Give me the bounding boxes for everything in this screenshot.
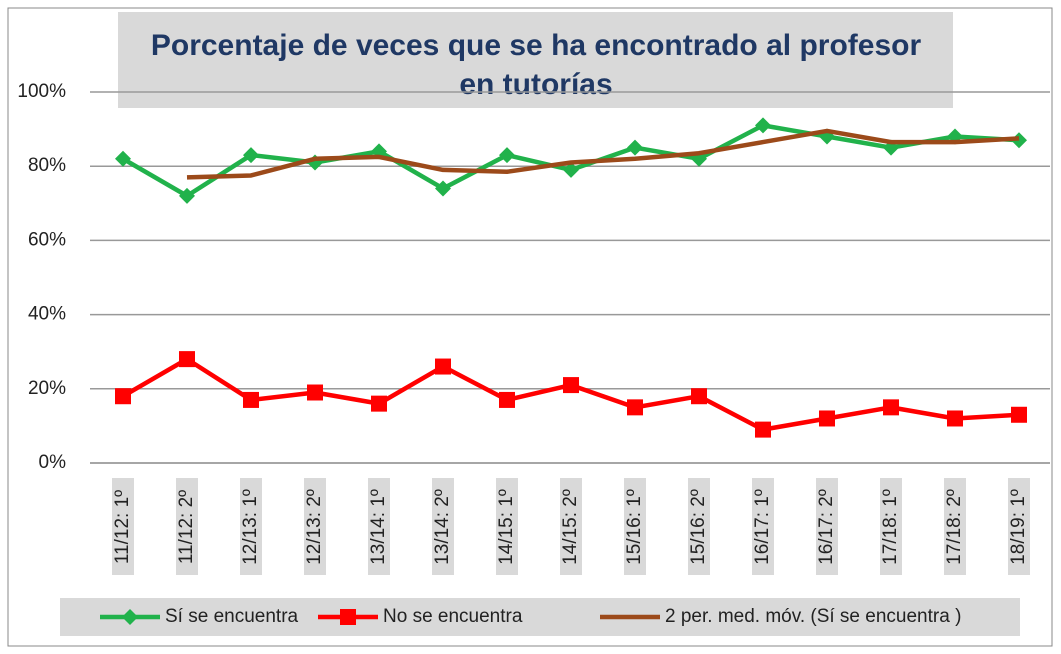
x-label-box xyxy=(880,478,902,575)
point-marker xyxy=(755,117,771,134)
legend-marker xyxy=(340,609,356,625)
point-marker xyxy=(499,147,515,164)
point-marker xyxy=(499,391,515,408)
point-marker xyxy=(307,384,323,401)
point-marker xyxy=(563,377,579,394)
x-tick-label: 17/18: 2º xyxy=(944,489,965,565)
chart-title: en tutorías xyxy=(459,68,612,101)
point-marker xyxy=(435,180,451,197)
y-tick-label: 20% xyxy=(28,378,66,399)
x-tick-label: 14/15: 1º xyxy=(496,489,517,565)
legend-label: No se encuentra xyxy=(383,606,523,627)
y-tick-label: 0% xyxy=(39,452,67,473)
x-label-box xyxy=(752,478,774,575)
point-marker xyxy=(179,351,195,368)
point-marker xyxy=(563,161,579,178)
x-tick-label: 11/12: 1º xyxy=(112,490,133,564)
x-tick-label: 18/19: 1º xyxy=(1008,489,1029,565)
x-label-box xyxy=(432,478,454,575)
x-label-box xyxy=(560,478,582,575)
x-label-box xyxy=(624,478,646,575)
y-tick-label: 100% xyxy=(17,81,66,102)
x-tick-label: 17/18: 1º xyxy=(880,489,901,565)
x-label-box xyxy=(240,478,262,575)
x-tick-label: 13/14: 1º xyxy=(368,489,389,565)
x-tick-label: 15/16: 1º xyxy=(624,489,645,565)
point-marker xyxy=(691,388,707,405)
series-line xyxy=(186,128,1020,180)
point-marker xyxy=(435,358,451,375)
point-marker xyxy=(947,410,963,427)
x-label-box xyxy=(368,478,390,575)
point-marker xyxy=(627,399,643,416)
point-marker xyxy=(627,139,643,156)
legend-label: 2 per. med. móv. (Sí se encuentra ) xyxy=(665,606,961,627)
point-marker xyxy=(819,410,835,427)
point-marker xyxy=(179,187,195,204)
x-tick-label: 12/13: 1º xyxy=(240,489,261,565)
point-marker xyxy=(1011,406,1027,423)
x-label-box xyxy=(1008,478,1030,575)
x-tick-label: 16/17: 1º xyxy=(752,489,773,565)
x-label-box xyxy=(816,478,838,575)
x-label-box xyxy=(496,478,518,575)
x-label-box xyxy=(304,478,326,575)
x-label-box xyxy=(176,478,198,575)
point-marker xyxy=(243,391,259,408)
point-marker xyxy=(243,147,259,164)
point-marker xyxy=(115,150,131,167)
point-marker xyxy=(371,395,387,412)
x-tick-label: 11/12: 2º xyxy=(176,490,197,564)
x-tick-label: 16/17: 2º xyxy=(816,489,837,565)
x-label-box xyxy=(112,478,134,575)
point-marker xyxy=(883,399,899,416)
legend-box xyxy=(60,598,1020,636)
y-tick-label: 60% xyxy=(28,229,66,250)
x-tick-label: 12/13: 2º xyxy=(304,489,325,565)
legend-label: Sí se encuentra xyxy=(165,606,299,627)
legend-marker xyxy=(122,609,138,625)
x-tick-label: 15/16: 2º xyxy=(688,489,709,565)
point-marker xyxy=(115,388,131,405)
chart-title: Porcentaje de veces que se ha encontrado… xyxy=(151,29,922,62)
y-tick-label: 80% xyxy=(28,155,66,176)
x-tick-label: 13/14: 2º xyxy=(432,489,453,565)
x-tick-label: 14/15: 2º xyxy=(560,489,581,565)
x-label-box xyxy=(688,478,710,575)
y-tick-label: 40% xyxy=(28,304,66,325)
point-marker xyxy=(755,421,771,438)
x-label-box xyxy=(944,478,966,575)
